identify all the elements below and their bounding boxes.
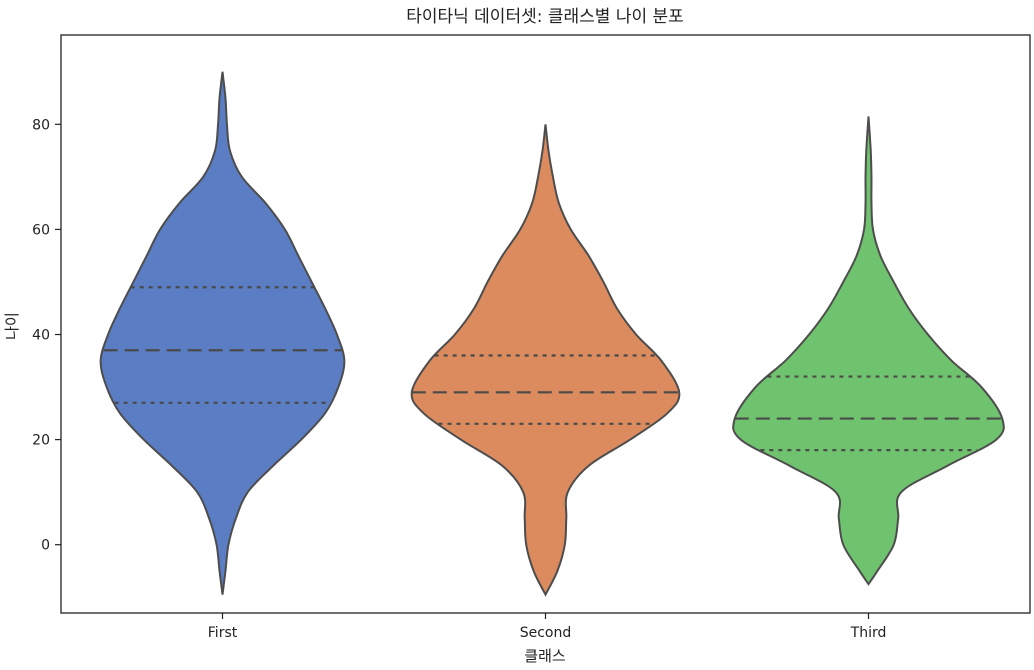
y-axis-ticks: 0 20 40 60 80: [32, 117, 61, 554]
y-tick-label: 80: [32, 117, 50, 133]
y-tick-label: 40: [32, 328, 50, 344]
violin-third: [732, 116, 1005, 586]
y-axis-label: 나이: [3, 312, 21, 340]
violin-second: [410, 124, 681, 597]
y-tick-label: 60: [32, 222, 50, 238]
chart-title: 타이타닉 데이터셋: 클래스별 나이 분포: [406, 7, 684, 27]
x-axis-label: 클래스: [524, 647, 566, 665]
x-tick-label: Second: [520, 625, 572, 641]
violin-first: [99, 71, 346, 595]
y-tick-label: 20: [32, 433, 50, 449]
x-tick-label: Third: [850, 625, 887, 641]
x-tick-label: First: [208, 625, 238, 641]
y-tick-label: 0: [41, 538, 50, 554]
x-axis-ticks: First Second Third: [208, 613, 887, 641]
violins-group: [99, 71, 1005, 597]
